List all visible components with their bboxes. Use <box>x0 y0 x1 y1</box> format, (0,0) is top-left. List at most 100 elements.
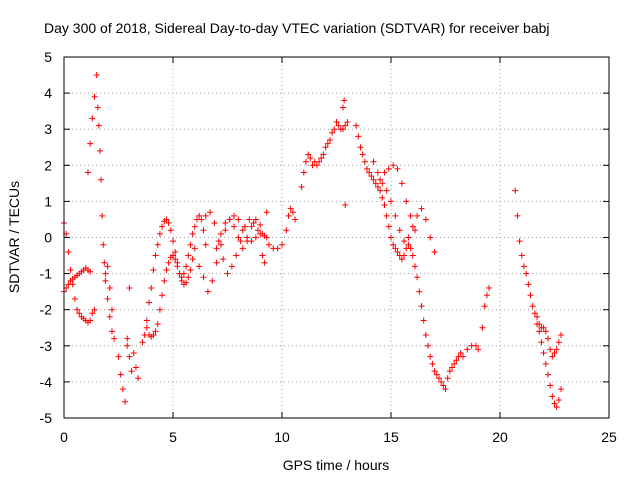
data-point <box>126 285 133 292</box>
y-tick-label: 1 <box>44 193 52 209</box>
data-point <box>409 223 416 230</box>
data-point <box>394 248 401 255</box>
data-point <box>414 274 421 281</box>
series-track-8 <box>139 216 198 346</box>
data-point <box>98 176 105 183</box>
data-point <box>87 140 94 147</box>
data-point <box>263 234 270 241</box>
data-point <box>459 353 466 360</box>
data-point <box>427 353 434 360</box>
data-point <box>100 241 107 248</box>
data-point <box>401 238 408 245</box>
data-point <box>226 216 233 223</box>
series-track-23 <box>534 321 565 411</box>
data-point <box>74 306 81 313</box>
data-point <box>283 227 290 234</box>
data-point <box>183 279 190 286</box>
data-point <box>555 396 562 403</box>
data-point <box>119 386 126 393</box>
data-point <box>307 155 314 162</box>
data-point <box>383 187 390 194</box>
data-point <box>91 306 98 313</box>
data-point <box>377 187 384 194</box>
x-axis-tick-labels: 0 5 10 15 20 25 <box>60 429 617 445</box>
data-point <box>204 288 211 295</box>
data-point <box>246 216 253 223</box>
data-point <box>152 252 159 259</box>
data-point <box>143 324 150 331</box>
data-point <box>440 382 447 389</box>
data-point <box>154 241 161 248</box>
data-point <box>429 360 436 367</box>
y-axis-tick-labels: -5 -4 -3 -2 -1 0 1 2 3 4 5 <box>40 49 53 426</box>
y-tick-label: -1 <box>40 266 53 282</box>
data-point <box>388 198 394 205</box>
data-point <box>302 158 309 165</box>
data-point <box>405 234 412 241</box>
data-point <box>220 256 227 263</box>
data-point <box>431 248 438 255</box>
data-point <box>156 306 163 313</box>
data-point <box>329 129 336 136</box>
data-point <box>514 212 521 219</box>
data-point <box>483 292 490 299</box>
data-point <box>191 245 198 252</box>
data-point <box>165 259 172 266</box>
series-track-7 <box>124 335 142 382</box>
data-point <box>520 263 527 270</box>
data-point <box>167 227 174 234</box>
data-point <box>558 386 565 393</box>
data-point <box>451 360 458 367</box>
series-track-16 <box>340 97 349 209</box>
data-point <box>433 371 440 378</box>
data-point <box>263 209 270 216</box>
data-point <box>222 227 229 234</box>
data-point <box>398 256 405 263</box>
data-point <box>67 266 74 273</box>
data-point <box>239 227 246 234</box>
data-point <box>534 313 541 320</box>
data-point <box>381 202 388 209</box>
axis-ticks <box>63 56 610 419</box>
data-point <box>313 162 320 169</box>
data-point <box>152 328 159 335</box>
data-point <box>231 223 238 230</box>
data-point <box>235 216 242 223</box>
series-track-19 <box>377 162 418 234</box>
data-point <box>377 176 384 183</box>
data-point <box>473 342 480 349</box>
data-point <box>163 216 170 223</box>
data-point <box>516 238 523 245</box>
data-point <box>479 324 486 331</box>
data-point <box>374 169 381 176</box>
data-point <box>370 176 377 183</box>
series-track-13 <box>259 209 270 266</box>
data-point <box>372 180 379 187</box>
data-point <box>340 126 347 133</box>
data-point <box>200 227 207 234</box>
data-point <box>342 202 349 209</box>
data-point <box>89 115 96 122</box>
data-point <box>418 205 425 212</box>
data-point <box>305 151 312 158</box>
data-point <box>425 342 432 349</box>
data-point <box>316 158 323 165</box>
data-point <box>438 378 445 385</box>
data-point <box>555 339 562 346</box>
data-point <box>422 331 429 338</box>
data-point <box>196 212 203 219</box>
data-point <box>361 158 368 165</box>
data-point <box>217 241 224 248</box>
data-point <box>132 364 139 371</box>
series-track-4 <box>102 277 118 342</box>
y-tick-label: -3 <box>40 338 53 354</box>
data-point <box>111 335 118 342</box>
data-points <box>61 72 565 411</box>
data-point <box>217 230 224 237</box>
data-point <box>198 216 205 223</box>
y-tick-label: 2 <box>44 157 52 173</box>
data-point <box>233 252 240 259</box>
x-tick-label: 10 <box>274 429 290 445</box>
data-point <box>405 241 412 248</box>
data-point <box>525 281 532 288</box>
